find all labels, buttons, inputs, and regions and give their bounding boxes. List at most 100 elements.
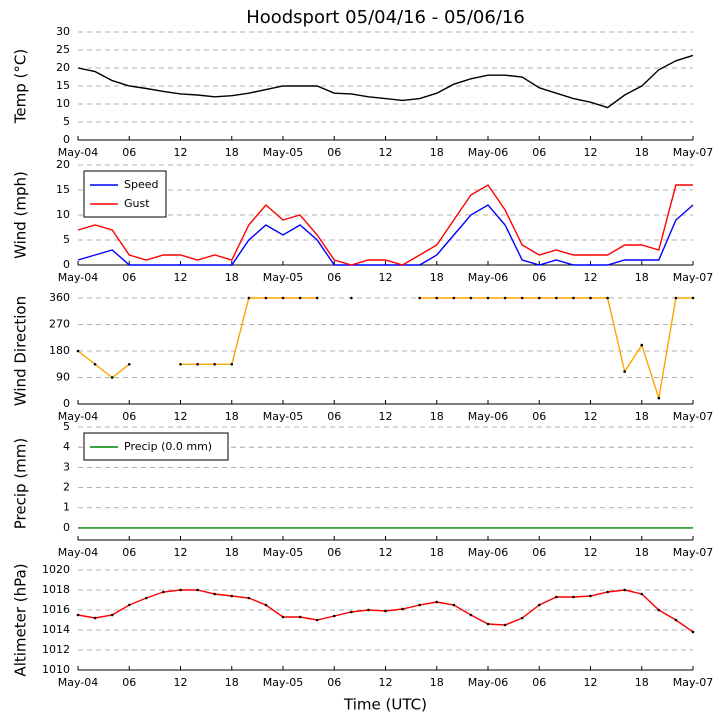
- x-tick-label: May-07: [673, 410, 714, 423]
- x-tick-label: 12: [584, 271, 598, 284]
- data-point: [486, 296, 490, 300]
- data-point: [196, 588, 199, 592]
- data-point: [350, 610, 353, 614]
- y-tick-label: 10: [56, 208, 70, 221]
- data-point: [469, 613, 473, 617]
- data-point: [606, 590, 609, 594]
- x-tick-label: 06: [327, 676, 341, 689]
- x-tick-label: May-06: [468, 271, 509, 284]
- y-tick-label: 0: [63, 521, 70, 534]
- x-tick-label: 06: [122, 271, 136, 284]
- data-point: [264, 603, 268, 607]
- series-line: [77, 184, 693, 266]
- x-tick-label: 06: [327, 410, 341, 423]
- series-line: [77, 54, 694, 109]
- data-point: [127, 362, 131, 366]
- x-tick-label: 18: [225, 676, 239, 689]
- x-tick-label: 12: [584, 546, 598, 559]
- x-tick-label: 06: [532, 676, 546, 689]
- x-tick-label: 06: [327, 546, 341, 559]
- data-point: [674, 618, 678, 622]
- y-tick-label: 1014: [42, 623, 70, 636]
- x-tick-label: 06: [122, 676, 136, 689]
- data-point: [230, 594, 234, 598]
- data-point: [298, 615, 302, 619]
- x-tick-label: 12: [174, 546, 188, 559]
- x-tick-label: May-07: [673, 546, 714, 559]
- panel: Hoodsport 05/04/16 - 05/06/16 Temp (°C) 0 5…: [12, 7, 714, 159]
- x-tick-label: 12: [379, 546, 393, 559]
- data-point: [179, 588, 182, 592]
- data-point: [384, 609, 387, 613]
- data-point: [657, 608, 661, 612]
- data-point: [520, 296, 524, 300]
- data-point: [367, 608, 370, 612]
- data-point: [264, 296, 268, 300]
- data-point: [572, 595, 575, 599]
- y-tick-label: 30: [56, 25, 70, 38]
- x-tick-label: 06: [122, 546, 136, 559]
- x-tick-label: 12: [379, 146, 393, 159]
- x-tick-label: 18: [225, 410, 239, 423]
- x-tick-label: May-07: [673, 271, 714, 284]
- legend-label: Precip (0.0 mm): [124, 440, 212, 453]
- y-tick-label: 5: [63, 420, 70, 433]
- data-point: [640, 592, 644, 596]
- x-tick-label: 06: [532, 546, 546, 559]
- data-point: [162, 590, 165, 594]
- x-tick-label: 18: [225, 146, 239, 159]
- data-point: [555, 296, 558, 300]
- x-tick-label: May-05: [263, 271, 304, 284]
- series-line: [77, 204, 694, 266]
- y-tick-label: 360: [49, 291, 70, 304]
- data-point: [623, 370, 626, 373]
- x-tick-label: 12: [379, 410, 393, 423]
- data-point: [298, 296, 302, 300]
- y-axis-label: Precip (mm): [12, 438, 30, 529]
- data-point: [213, 362, 216, 366]
- data-point: [401, 607, 404, 611]
- y-tick-label: 25: [56, 43, 70, 56]
- data-point: [145, 596, 148, 600]
- data-point: [110, 376, 114, 379]
- x-tick-label: 18: [635, 146, 649, 159]
- x-tick-label: 06: [532, 271, 546, 284]
- x-tick-label: 06: [532, 146, 546, 159]
- x-tick-label: May-06: [468, 676, 509, 689]
- x-tick-label: May-06: [468, 146, 509, 159]
- y-axis-label: Altimeter (hPa): [12, 563, 30, 676]
- y-axis-label: Wind Direction: [12, 296, 30, 406]
- data-point: [127, 603, 131, 607]
- y-tick-label: 3: [63, 460, 70, 473]
- panel: Wind (mph) 0 5 10 15 20 May-04 06 12 18 May-05 06 12…: [12, 158, 714, 284]
- x-tick-label: 18: [635, 410, 649, 423]
- data-point: [623, 588, 626, 592]
- data-point: [179, 362, 182, 366]
- y-tick-label: 15: [56, 183, 70, 196]
- y-tick-label: 90: [56, 371, 70, 384]
- x-tick-label: 06: [122, 410, 136, 423]
- data-point: [537, 296, 541, 300]
- data-point: [589, 296, 592, 300]
- chart-title: Hoodsport 05/04/16 - 05/06/16: [246, 7, 525, 28]
- data-point: [281, 615, 285, 619]
- x-tick-label: 12: [379, 271, 393, 284]
- y-axis-label: Wind (mph): [12, 171, 30, 259]
- x-tick-label: 12: [174, 271, 188, 284]
- x-tick-label: 12: [584, 676, 598, 689]
- data-point: [640, 343, 644, 347]
- data-point: [435, 296, 439, 300]
- panel: Altimeter (hPa) Time (UTC) 1010 1012 1014 101…: [12, 563, 714, 714]
- x-tick-label: 12: [174, 146, 188, 159]
- x-tick-label: 18: [430, 546, 444, 559]
- data-point: [76, 349, 80, 353]
- data-point: [213, 592, 216, 596]
- legend: [83, 170, 167, 218]
- y-tick-label: 5: [63, 115, 70, 128]
- data-point: [657, 396, 661, 400]
- data-point: [418, 603, 421, 607]
- x-tick-label: May-06: [468, 546, 509, 559]
- x-tick-label: 12: [174, 676, 188, 689]
- data-point: [247, 296, 251, 300]
